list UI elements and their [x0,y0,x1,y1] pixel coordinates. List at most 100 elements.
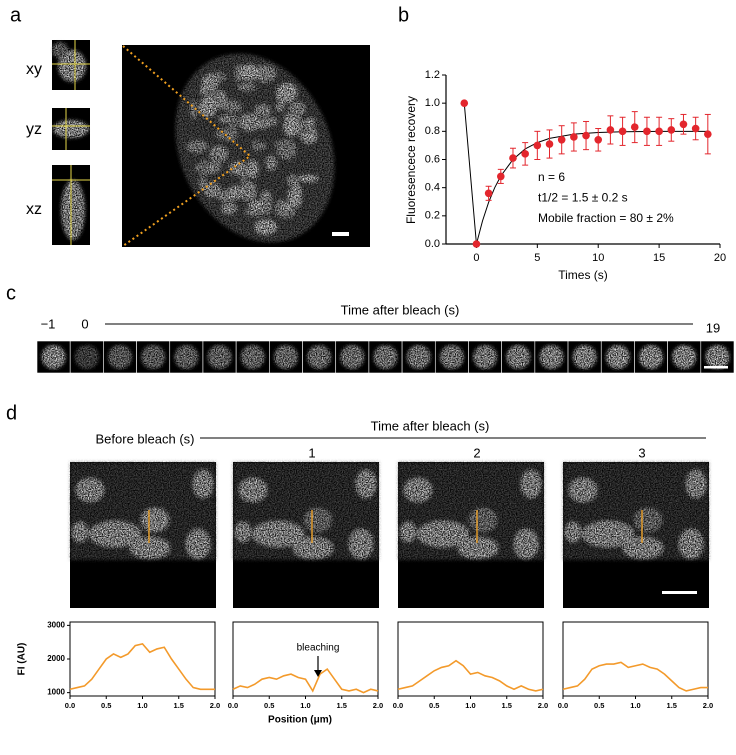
scale-bar [704,366,728,369]
point [618,127,627,136]
blob [582,521,634,547]
blob [639,345,664,369]
blob [221,203,237,214]
blob [406,345,431,369]
x-tick-label: 0 [473,252,479,264]
panel-label: d [6,402,17,424]
x-tick-label: 0.5 [594,701,604,710]
annotation: bleaching [297,643,340,654]
annotation: n = 6 [538,170,565,184]
blob [107,345,132,369]
blob [76,478,104,502]
blob [514,529,538,559]
plot-frame [397,621,544,697]
x-tick-label: 1.0 [465,701,475,710]
y-tick-label: 0.8 [425,125,440,137]
blob [229,161,247,175]
point [691,124,700,133]
blob [679,529,703,559]
blob [198,160,210,177]
blob [473,345,498,369]
blob [237,82,256,91]
y-tick-label: 0.0 [425,238,440,250]
blob [254,104,272,117]
before-label: Before bleach (s) [96,431,195,446]
blob [193,470,213,498]
view-label: xz [26,201,42,218]
micrograph [233,462,379,560]
x-tick-label: 1.0 [630,701,640,710]
x-tick-label: 2.0 [538,701,548,710]
annotation: Mobile fraction = 80 ± 2% [538,211,674,225]
blob [458,537,498,559]
blob [199,177,207,190]
blob [284,117,298,137]
blob [235,522,251,542]
blob [356,470,376,498]
x-axis-label: Times (s) [558,268,608,282]
blob [304,508,332,532]
blob [569,478,597,502]
y-tick-label: 3000 [47,620,65,629]
profile-curve [232,667,379,694]
blob [276,90,295,103]
point [594,135,603,144]
x-tick-label: 1.5 [667,701,677,710]
blob [41,345,66,369]
view-label: yz [26,121,42,138]
blob [254,219,277,235]
micrograph [398,462,544,560]
time-label: Time after bleach (s) [341,302,460,317]
blob [634,508,662,532]
scale-bar [662,591,697,594]
plot-frame [69,621,216,697]
blob [238,64,260,81]
blob [404,478,432,502]
blob [307,345,332,369]
y-tick-label: 0.6 [425,153,440,165]
x-tick-label: 0.0 [228,701,238,710]
blob [273,345,298,369]
blob [174,345,199,369]
blob [199,98,217,117]
point [582,131,590,140]
time-point: 3 [638,445,645,460]
y-tick-label: 1.0 [425,97,440,109]
blob [417,521,469,547]
scale-bar [332,232,349,236]
x-tick-label: 0.0 [558,701,568,710]
blob [240,345,265,369]
view-label: xy [26,61,42,78]
x-tick-label: 0.0 [65,701,75,710]
blob [623,537,663,559]
plot-frame [562,621,709,697]
blob [58,50,86,82]
blob [239,181,257,201]
time-label: Time after bleach (s) [371,418,490,433]
blob [186,140,208,154]
point [667,126,676,134]
x-tick-label: 2.0 [373,701,383,710]
panel-label: a [10,4,22,26]
x-tick-label: 0.5 [101,701,111,710]
profile-curve [397,659,544,692]
point [643,127,651,136]
blob [186,529,210,559]
blob [281,203,294,211]
blob [469,508,497,532]
blob [291,184,302,203]
annotation: t1/2 = 1.5 ± 0.2 s [538,191,628,205]
blob [266,155,277,171]
micrograph [52,42,89,240]
x-tick-label: 20 [714,252,726,264]
blob [74,345,99,369]
blob [439,345,464,369]
blob [204,89,220,97]
x-tick-label: 0.0 [393,701,403,710]
blob [521,470,541,498]
point [509,154,517,162]
blob [216,129,232,140]
x-axis-label: Position (μm) [268,715,332,726]
x-tick-label: 1.0 [300,701,310,710]
